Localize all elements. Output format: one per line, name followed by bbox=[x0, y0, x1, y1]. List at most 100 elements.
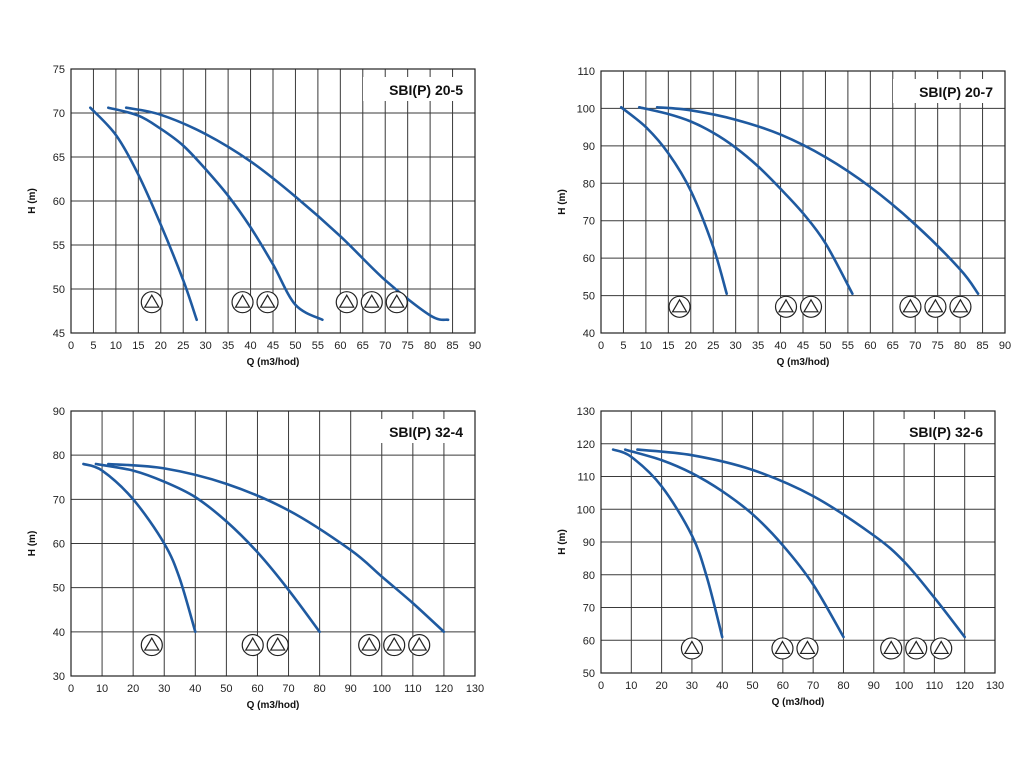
x-tick-label: 80 bbox=[313, 683, 325, 695]
x-tick-label: 15 bbox=[132, 340, 144, 352]
pump-icon bbox=[905, 637, 928, 660]
chart-title: SBI(P) 20-7 bbox=[919, 84, 993, 100]
x-tick-label: 40 bbox=[244, 340, 256, 352]
performance-curve-1-pump bbox=[611, 448, 724, 639]
y-tick-label: 70 bbox=[53, 108, 65, 120]
x-tick-label: 80 bbox=[954, 340, 966, 352]
pump-icon bbox=[799, 295, 823, 318]
x-tick-label: 65 bbox=[887, 340, 899, 352]
x-tick-label: 25 bbox=[177, 340, 189, 352]
x-tick-label: 30 bbox=[200, 340, 212, 352]
pump-icon bbox=[358, 633, 381, 657]
x-tick-label: 20 bbox=[655, 680, 667, 692]
y-axis-label: H (m) bbox=[27, 188, 38, 214]
y-tick-label: 60 bbox=[53, 196, 65, 208]
pump-icon bbox=[231, 291, 254, 314]
x-tick-label: 40 bbox=[716, 680, 728, 692]
x-tick-label: 70 bbox=[282, 683, 294, 695]
y-tick-label: 90 bbox=[53, 406, 65, 418]
plot-frame bbox=[70, 410, 476, 677]
y-tick-label: 80 bbox=[583, 570, 595, 582]
y-tick-label: 50 bbox=[53, 583, 65, 595]
y-tick-label: 90 bbox=[583, 537, 595, 549]
x-tick-label: 10 bbox=[625, 680, 637, 692]
pump-icon bbox=[140, 633, 163, 657]
x-tick-label: 10 bbox=[640, 340, 652, 352]
performance-curve-1-pump bbox=[82, 462, 197, 634]
x-tick-label: 60 bbox=[251, 683, 263, 695]
performance-curve-2-pump bbox=[637, 106, 854, 295]
chart-title: SBI(P) 32-6 bbox=[909, 424, 983, 440]
y-tick-label: 50 bbox=[583, 668, 595, 680]
x-tick-label: 40 bbox=[189, 683, 201, 695]
chart-panel: 0 10 20 30 40 50 60 70 80 90 100 110 120 130 50 60 70 80 9… bbox=[557, 406, 1004, 708]
y-tick-label: 110 bbox=[577, 66, 595, 78]
x-tick-label: 50 bbox=[746, 680, 758, 692]
x-tick-label: 50 bbox=[220, 683, 232, 695]
x-tick-label: 50 bbox=[819, 340, 831, 352]
chart-panel: 0 5 10 15 20 25 30 35 40 45 50 55 60 65 70 75 80 85 90 45 50… bbox=[27, 64, 481, 368]
chart-title: SBI(P) 32-4 bbox=[389, 424, 463, 440]
y-tick-label: 60 bbox=[583, 253, 595, 265]
y-tick-label: 70 bbox=[53, 494, 65, 506]
y-tick-label: 30 bbox=[53, 671, 65, 683]
chart-panel: 0 10 20 30 40 50 60 70 80 90 100 110 120 130 30 40 50 60 7… bbox=[27, 406, 484, 711]
pump-icon bbox=[949, 295, 972, 318]
pump-icon bbox=[241, 633, 264, 657]
x-tick-label: 65 bbox=[357, 340, 369, 352]
pump-icon bbox=[383, 633, 406, 657]
performance-curve-2-pump bbox=[623, 448, 845, 639]
x-tick-label: 30 bbox=[686, 680, 698, 692]
x-tick-label: 35 bbox=[222, 340, 234, 352]
x-tick-label: 80 bbox=[424, 340, 436, 352]
x-axis-label: Q (m3/hod) bbox=[777, 357, 830, 368]
y-tick-label: 40 bbox=[53, 627, 65, 639]
x-tick-label: 10 bbox=[110, 340, 122, 352]
chart-title-background bbox=[363, 419, 467, 443]
x-tick-label: 30 bbox=[730, 340, 742, 352]
x-tick-label: 75 bbox=[932, 340, 944, 352]
performance-curve-3-pump bbox=[636, 448, 966, 639]
x-tick-label: 85 bbox=[976, 340, 988, 352]
y-tick-label: 55 bbox=[53, 240, 65, 252]
y-tick-label: 60 bbox=[583, 635, 595, 647]
pump-icon bbox=[140, 291, 163, 314]
y-tick-label: 80 bbox=[53, 450, 65, 462]
y-tick-label: 130 bbox=[577, 406, 595, 418]
x-tick-label: 120 bbox=[435, 683, 453, 695]
x-tick-label: 0 bbox=[68, 683, 74, 695]
y-tick-label: 120 bbox=[577, 439, 595, 451]
x-axis-label: Q (m3/hod) bbox=[247, 357, 300, 368]
plot-frame bbox=[600, 70, 1006, 334]
x-tick-label: 20 bbox=[685, 340, 697, 352]
x-tick-label: 55 bbox=[842, 340, 854, 352]
y-tick-label: 110 bbox=[577, 472, 595, 484]
pump-icon bbox=[899, 295, 922, 318]
y-tick-label: 100 bbox=[577, 504, 595, 516]
x-tick-label: 70 bbox=[379, 340, 391, 352]
x-tick-label: 70 bbox=[807, 680, 819, 692]
x-tick-label: 50 bbox=[289, 340, 301, 352]
plot-frame bbox=[70, 68, 476, 334]
x-tick-label: 0 bbox=[598, 340, 604, 352]
performance-curve-3-pump bbox=[655, 106, 980, 295]
x-tick-label: 0 bbox=[68, 340, 74, 352]
y-tick-label: 100 bbox=[577, 103, 595, 115]
plot-frame bbox=[600, 410, 996, 674]
y-tick-label: 40 bbox=[583, 328, 595, 340]
performance-curve-2-pump bbox=[107, 106, 324, 322]
chart-title-background bbox=[893, 79, 997, 103]
performance-curve-1-pump bbox=[89, 106, 198, 322]
x-tick-label: 20 bbox=[155, 340, 167, 352]
y-tick-label: 50 bbox=[53, 284, 65, 296]
pump-icon bbox=[256, 291, 279, 314]
y-tick-label: 70 bbox=[583, 216, 595, 228]
chart-title-background bbox=[883, 419, 987, 443]
x-tick-label: 0 bbox=[598, 680, 604, 692]
x-tick-label: 35 bbox=[752, 340, 764, 352]
y-tick-label: 65 bbox=[53, 152, 65, 164]
x-tick-label: 110 bbox=[404, 683, 422, 695]
performance-curve-3-pump bbox=[107, 462, 446, 634]
pump-icon bbox=[774, 295, 798, 318]
chart-panel: 0 5 10 15 20 25 30 35 40 45 50 55 60 65 70 75 80 85 90 40 50… bbox=[557, 66, 1011, 368]
